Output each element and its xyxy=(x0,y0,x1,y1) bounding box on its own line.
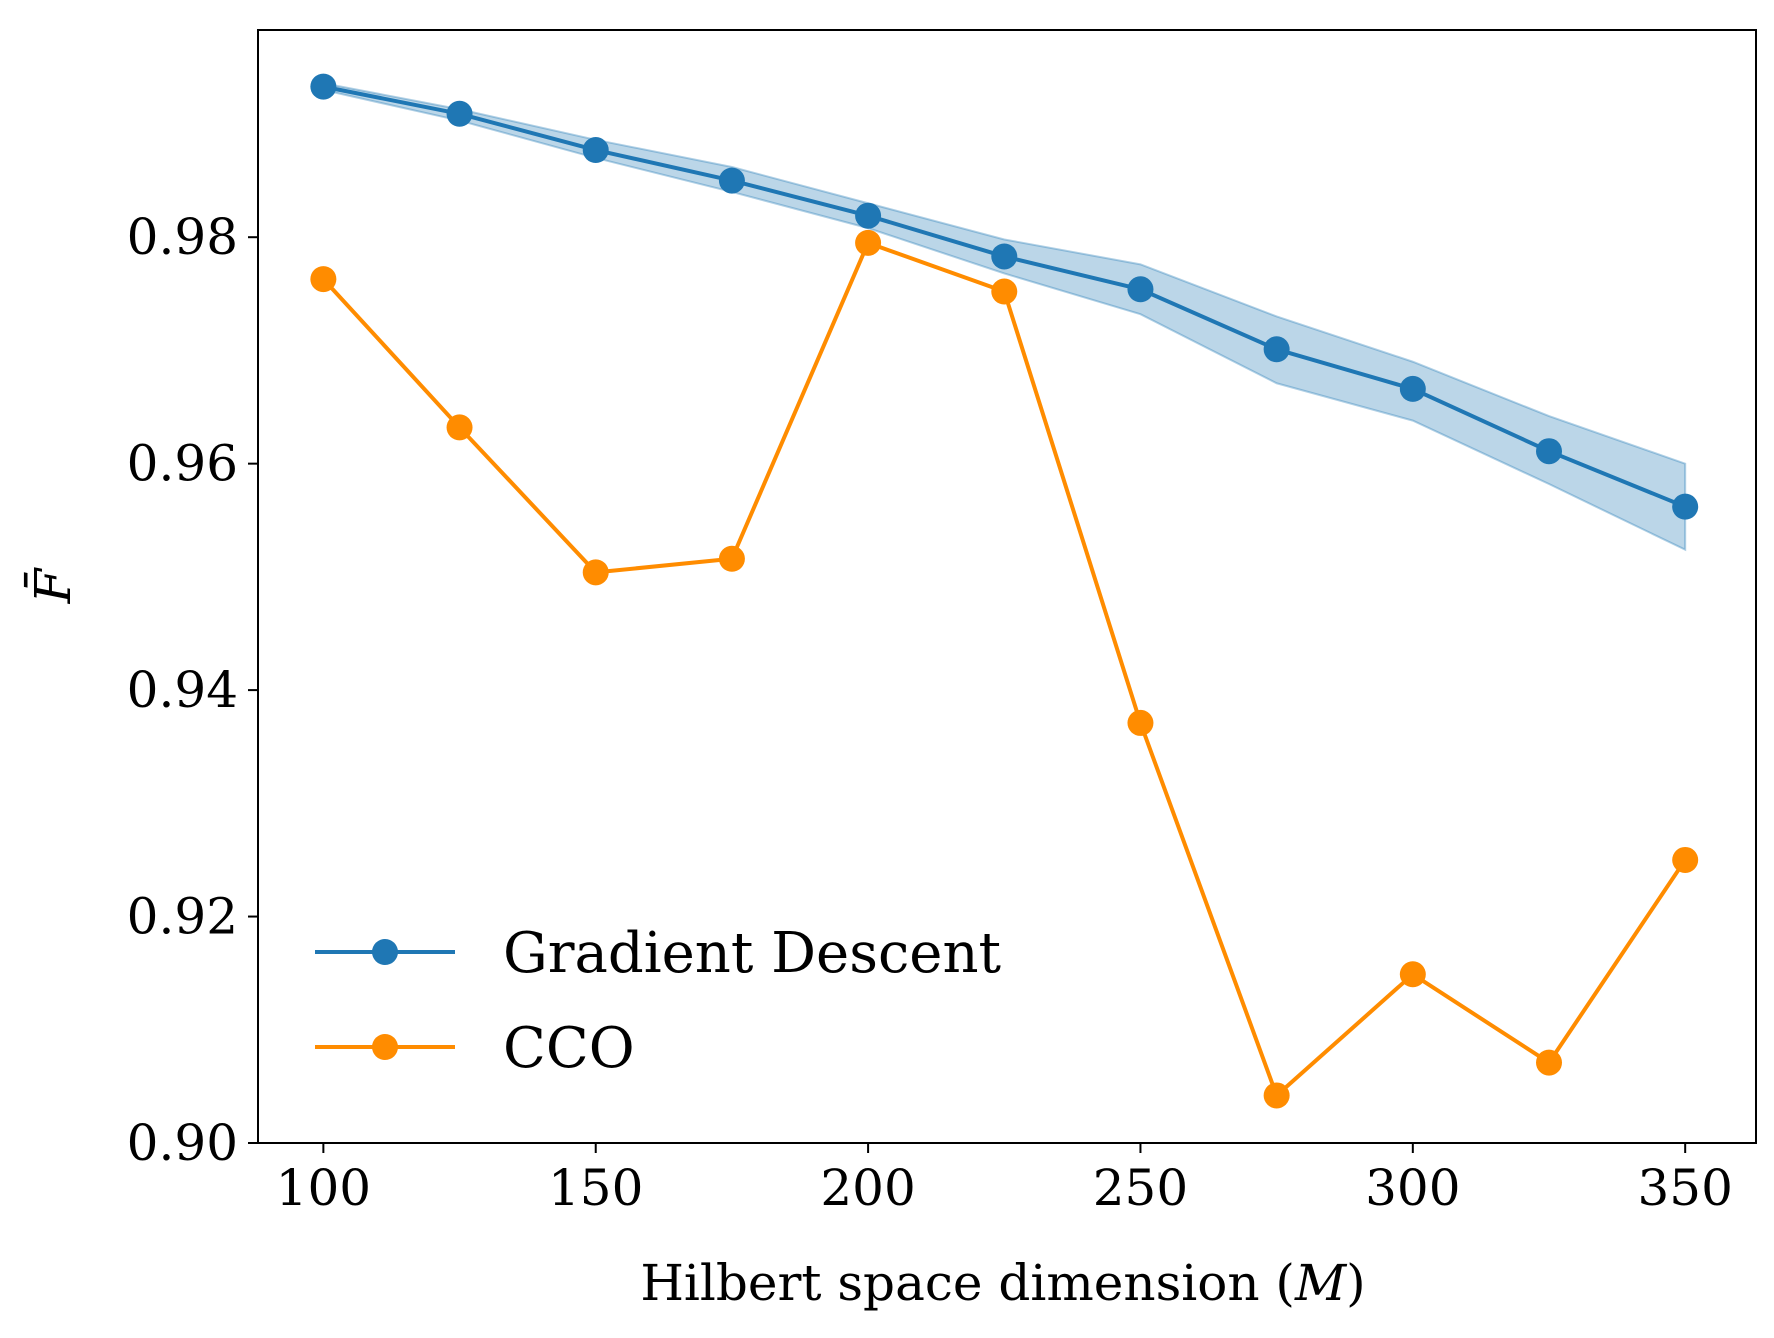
data-point-cco xyxy=(1536,1049,1563,1076)
plot-frame xyxy=(257,29,1757,1144)
x-tick-label: 100 xyxy=(276,1159,371,1217)
y-tick-label: 0.96 xyxy=(127,435,238,493)
data-point-gradient-descent xyxy=(1399,375,1426,402)
legend-label-gradient-descent: Gradient Descent xyxy=(503,921,1002,986)
y-tick-label: 0.98 xyxy=(127,208,238,266)
data-point-gradient-descent xyxy=(1672,493,1699,520)
legend-marker-gradient-descent xyxy=(372,939,398,965)
x-axis-label-text: Hilbert space dimension xyxy=(640,1254,1259,1312)
legend-label-cco: CCO xyxy=(503,1016,635,1081)
x-tick-label: 350 xyxy=(1637,1159,1732,1217)
data-point-gradient-descent xyxy=(1536,438,1563,465)
x-tick-label: 300 xyxy=(1365,1159,1460,1217)
data-point-cco xyxy=(310,266,337,293)
data-point-gradient-descent xyxy=(1263,336,1290,363)
x-tick-label: 150 xyxy=(548,1159,643,1217)
data-point-gradient-descent xyxy=(855,202,882,229)
confidence-band-gradient-descent xyxy=(322,82,1687,552)
x-axis-label-symbol: M xyxy=(1294,1254,1348,1312)
data-point-gradient-descent xyxy=(310,73,337,100)
data-point-cco xyxy=(718,545,745,572)
data-point-cco xyxy=(1399,961,1426,988)
data-point-cco xyxy=(446,414,473,441)
data-point-cco xyxy=(991,278,1018,305)
data-point-gradient-descent xyxy=(582,137,609,164)
x-tick-label: 200 xyxy=(820,1159,915,1217)
y-tick-label: 0.90 xyxy=(127,1114,238,1172)
x-tick-label: 250 xyxy=(1093,1159,1188,1217)
y-tick-label: 0.92 xyxy=(127,888,238,946)
data-point-cco xyxy=(1263,1082,1290,1109)
data-point-cco xyxy=(1127,709,1154,736)
data-point-cco xyxy=(1672,846,1699,873)
data-point-gradient-descent xyxy=(718,167,745,194)
data-point-gradient-descent xyxy=(1127,276,1154,303)
legend-marker-cco xyxy=(372,1034,398,1060)
data-point-cco xyxy=(582,559,609,586)
data-point-gradient-descent xyxy=(991,243,1018,270)
legend: Gradient Descent CCO xyxy=(315,921,1002,1081)
data-point-cco xyxy=(855,229,882,256)
x-axis-label: Hilbert space dimension (M) xyxy=(640,1254,1365,1312)
y-axis-label: F̄ xyxy=(23,566,82,604)
data-point-gradient-descent xyxy=(446,100,473,127)
y-tick-label: 0.94 xyxy=(127,661,238,719)
